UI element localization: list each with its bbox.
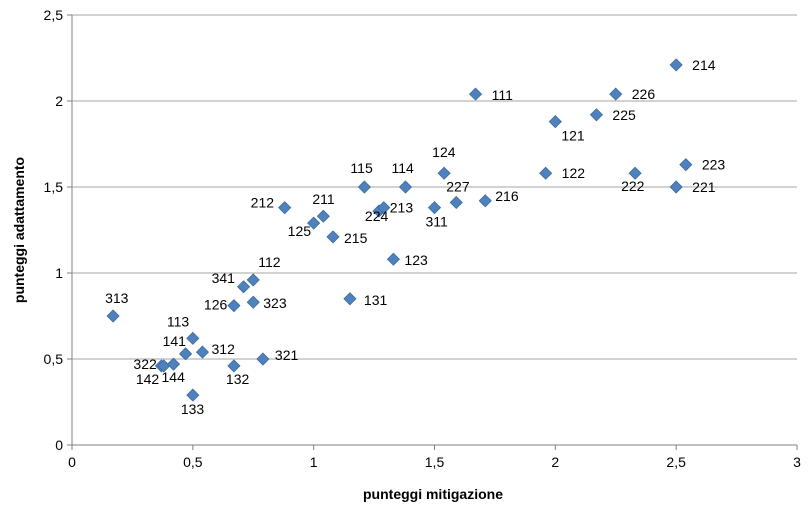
data-label: 125 bbox=[288, 223, 312, 239]
x-axis-title: punteggi mitigazione bbox=[363, 486, 503, 502]
data-label: 115 bbox=[350, 160, 373, 176]
data-label: 227 bbox=[446, 178, 470, 194]
data-point bbox=[237, 280, 251, 294]
data-label: 225 bbox=[612, 107, 636, 123]
data-point bbox=[628, 166, 642, 180]
x-tick-label: 2,5 bbox=[666, 454, 686, 470]
data-label: 312 bbox=[212, 341, 236, 357]
y-tick-label: 1,5 bbox=[44, 179, 64, 195]
y-tick-label: 1 bbox=[55, 265, 63, 281]
data-point bbox=[195, 345, 210, 359]
data-label: 131 bbox=[364, 292, 388, 308]
data-point bbox=[548, 115, 562, 129]
data-point bbox=[449, 195, 463, 210]
data-point bbox=[227, 359, 241, 373]
data-label: 133 bbox=[181, 401, 205, 417]
data-point bbox=[227, 299, 241, 313]
data-label: 224 bbox=[365, 208, 389, 224]
data-label: 122 bbox=[562, 165, 586, 181]
data-point bbox=[278, 201, 292, 215]
y-tick-label: 2 bbox=[55, 93, 63, 109]
data-point bbox=[386, 252, 400, 266]
data-label: 313 bbox=[105, 290, 129, 306]
data-points bbox=[106, 58, 693, 402]
data-label: 121 bbox=[561, 128, 585, 144]
data-label: 212 bbox=[251, 195, 275, 211]
x-tick-label: 2 bbox=[551, 454, 559, 470]
y-axis-title: punteggi adattamento bbox=[11, 157, 27, 303]
data-point bbox=[316, 209, 330, 223]
data-label: 321 bbox=[275, 347, 299, 363]
data-label: 226 bbox=[632, 86, 656, 102]
data-label: 142 bbox=[136, 371, 160, 387]
data-label: 141 bbox=[163, 333, 187, 349]
data-label: 126 bbox=[204, 297, 228, 313]
data-point bbox=[478, 194, 492, 208]
axes bbox=[67, 14, 798, 450]
data-label: 223 bbox=[702, 157, 726, 173]
data-point bbox=[427, 201, 442, 215]
data-point bbox=[609, 87, 623, 101]
data-label: 221 bbox=[692, 179, 716, 195]
tick-labels: 0 0,5 1 1,5 2 2,5 0 0,5 1 1,5 2 2,5 3 bbox=[44, 7, 802, 470]
data-label: 112 bbox=[258, 254, 281, 270]
data-label: 222 bbox=[621, 178, 645, 194]
data-point bbox=[437, 166, 451, 180]
data-label: 211 bbox=[312, 191, 335, 207]
data-label: 213 bbox=[390, 200, 414, 216]
data-label: 123 bbox=[404, 252, 428, 268]
data-point bbox=[343, 292, 357, 306]
data-point bbox=[357, 180, 371, 194]
data-point bbox=[186, 388, 200, 402]
data-point bbox=[539, 166, 553, 180]
data-point bbox=[256, 352, 270, 366]
x-tick-label: 0,5 bbox=[183, 454, 203, 470]
data-label: 132 bbox=[226, 371, 250, 387]
data-point bbox=[179, 347, 193, 361]
y-tick-label: 0,5 bbox=[44, 351, 64, 367]
data-point bbox=[106, 309, 120, 323]
data-label: 124 bbox=[432, 144, 456, 160]
data-label: 214 bbox=[692, 57, 716, 73]
data-point bbox=[246, 273, 260, 287]
data-point bbox=[469, 87, 483, 101]
data-point bbox=[589, 108, 603, 122]
data-point bbox=[186, 331, 200, 345]
data-point bbox=[166, 357, 181, 371]
x-tick-label: 0 bbox=[68, 454, 76, 470]
data-label: 311 bbox=[426, 214, 449, 230]
x-tick-label: 3 bbox=[793, 454, 801, 470]
data-label: 215 bbox=[344, 230, 368, 246]
data-point bbox=[377, 201, 391, 215]
data-label: 216 bbox=[495, 188, 519, 204]
data-label: 113 bbox=[167, 313, 190, 329]
y-tick-label: 0 bbox=[55, 437, 63, 453]
data-label: 144 bbox=[162, 369, 186, 385]
data-label: 111 bbox=[492, 87, 513, 103]
gridlines bbox=[72, 14, 797, 360]
data-label: 323 bbox=[263, 295, 287, 311]
data-point bbox=[246, 295, 260, 309]
data-label: 322 bbox=[133, 356, 157, 372]
data-point bbox=[669, 58, 683, 72]
data-point bbox=[326, 230, 340, 244]
x-tick-label: 1,5 bbox=[425, 454, 445, 470]
y-tick-label: 2,5 bbox=[44, 7, 64, 23]
data-label: 114 bbox=[392, 160, 415, 176]
data-point bbox=[679, 158, 693, 172]
data-label: 341 bbox=[212, 270, 236, 286]
x-tick-label: 1 bbox=[310, 454, 318, 470]
data-point bbox=[398, 180, 413, 194]
data-point bbox=[669, 180, 683, 194]
data-point bbox=[307, 216, 321, 230]
